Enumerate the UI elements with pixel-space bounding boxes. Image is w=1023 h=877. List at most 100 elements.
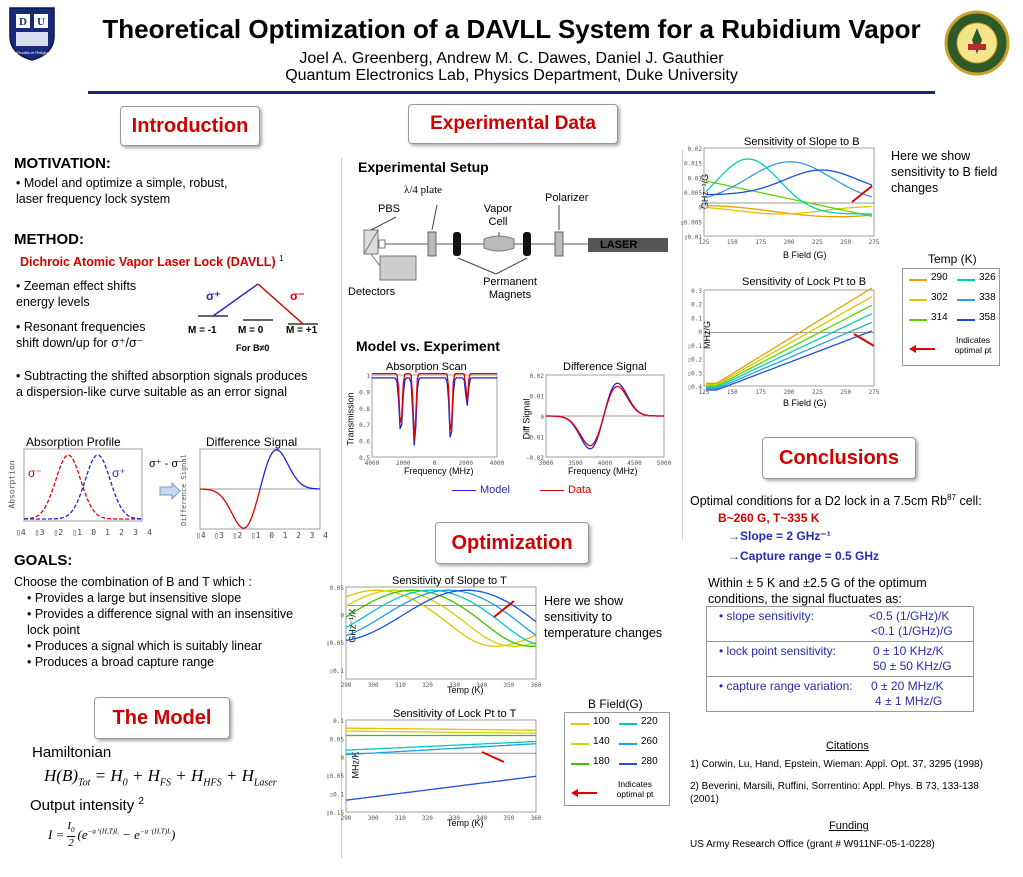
diff-xlabel: Frequency (MHz) bbox=[568, 466, 638, 476]
magnet-right bbox=[523, 232, 531, 256]
motivation-title: MOTIVATION: bbox=[14, 155, 111, 172]
lock-t-series bbox=[346, 727, 537, 731]
column-divider bbox=[682, 150, 683, 540]
authors: Joel A. Greenberg, Andrew M. C. Dawes, D… bbox=[0, 50, 1023, 84]
slope-vs-temp-chart: 0.05 0 ▯0.05 ▯0.1 290 300 310 320 330 340 350 360 bbox=[326, 585, 542, 689]
y-tick-label: 0.2 bbox=[691, 302, 702, 309]
x-tick-label: 4000 bbox=[365, 460, 380, 467]
citations-title: Citations bbox=[826, 740, 869, 752]
optimal-end: cell: bbox=[955, 494, 982, 509]
absorption-profile-chart bbox=[23, 448, 143, 522]
legend-swatch bbox=[619, 763, 637, 765]
y-tick-label: 0.5 bbox=[359, 455, 370, 462]
legend-label: 314 bbox=[931, 312, 948, 323]
funding-text: US Army Research Office (grant # W911NF-… bbox=[690, 839, 935, 850]
x-tick-label: 350 bbox=[503, 815, 514, 822]
legend-label: 180 bbox=[593, 756, 610, 767]
b-xlabel-2: B Field (G) bbox=[783, 398, 827, 408]
legend-label: 140 bbox=[593, 736, 610, 747]
x-tick-label: 175 bbox=[755, 389, 766, 396]
scan-data bbox=[372, 372, 497, 441]
abs-xlabel: Frequency (MHz) bbox=[404, 466, 474, 476]
x-tick-label: 4500 bbox=[627, 460, 642, 467]
y-tick-label: ▯0.3 bbox=[688, 370, 703, 377]
y-tick-label: ▯0.05 bbox=[326, 640, 344, 647]
table-row: • slope sensitivity: <0.5 (1/GHz)/K <0.1… bbox=[707, 607, 973, 642]
legend-label: 358 bbox=[979, 312, 996, 323]
detector-block bbox=[379, 255, 417, 281]
x-tick-label: 150 bbox=[727, 389, 738, 396]
legend-swatch bbox=[571, 743, 589, 745]
optimal-arrow bbox=[851, 185, 873, 203]
tick: 3 bbox=[133, 528, 138, 537]
y-tick-label: ▯0.15 bbox=[326, 810, 344, 817]
goal-item: • Produces a signal which is suitably li… bbox=[27, 639, 263, 653]
laser-label: LASER bbox=[600, 239, 638, 251]
lock-b-series bbox=[706, 313, 873, 388]
legend-swatch bbox=[619, 743, 637, 745]
sigma-minus-curve bbox=[23, 454, 142, 520]
magnets-label: Permanent Magnets bbox=[483, 276, 537, 301]
y-tick-label: ▯0.01 bbox=[684, 234, 702, 241]
abs-scan-title: Absorption Scan bbox=[386, 361, 467, 373]
y-tick-label: 0 bbox=[340, 613, 344, 620]
slope-t-series bbox=[345, 589, 537, 647]
y-tick-label: ▯0.1 bbox=[330, 792, 345, 799]
y-tick-label: 0.005 bbox=[684, 190, 702, 197]
output-label: Output intensity 2 bbox=[30, 796, 144, 814]
y-tick-label: ▯0.1 bbox=[688, 343, 703, 350]
y-tick-label: 0.05 bbox=[330, 736, 345, 743]
slope-b-series bbox=[705, 158, 872, 215]
legend-label: 290 bbox=[931, 272, 948, 283]
slopet-frame bbox=[345, 586, 537, 680]
y-tick-label: -0.01 bbox=[526, 435, 544, 442]
slope-b-series bbox=[706, 205, 872, 215]
lock-t-series bbox=[345, 743, 537, 756]
x-tick-label: 175 bbox=[755, 239, 766, 246]
x-tick-label: 340 bbox=[476, 682, 487, 689]
method-subtitle: Dichroic Atomic Vapor Laser Lock (DAVLL)… bbox=[20, 251, 284, 270]
lockb-frame bbox=[703, 289, 875, 387]
legend-label: 280 bbox=[641, 756, 658, 767]
row-value: <0.1 (1/GHz)/G bbox=[871, 624, 953, 638]
slope-b-series bbox=[705, 161, 873, 199]
optimal-arrow-icon bbox=[909, 341, 937, 359]
row-label: • capture range variation: bbox=[719, 679, 853, 693]
y-tick-label: ▯0.005 bbox=[680, 219, 702, 226]
y-tick-label: 0.1 bbox=[691, 315, 702, 322]
y-tick-label: 0.1 bbox=[333, 718, 344, 725]
subtract-bullet: • Subtracting the shifted absorption sig… bbox=[16, 369, 308, 399]
x-tick-label: 300 bbox=[368, 682, 379, 689]
b-note: Here we show sensitivity to B field chan… bbox=[891, 149, 998, 195]
method-name: Dichroic Atomic Vapor Laser Lock (DAVLL) bbox=[20, 255, 276, 270]
legend-label: 302 bbox=[931, 292, 948, 303]
sigma-minus-curve-label: σ⁻ bbox=[28, 466, 42, 480]
tick: 4 bbox=[323, 531, 328, 540]
sigma-plus-arrow bbox=[212, 283, 259, 317]
svg-text:Eruditio et Religio: Eruditio et Religio bbox=[16, 50, 48, 55]
legend-swatch bbox=[909, 299, 927, 301]
bfield-legend-title: B Field(G) bbox=[588, 697, 643, 711]
pbs-label: PBS bbox=[378, 203, 401, 215]
temp-xlabel-2: Temp (K) bbox=[447, 818, 484, 828]
indicates-label: Indicates optimal pt bbox=[616, 779, 654, 799]
y-tick-label: 0.3 bbox=[691, 288, 702, 295]
citation-1: 1) Corwin, Lu, Hand, Epstein, Wieman: Ap… bbox=[690, 759, 983, 770]
table-row: • lock point sensitivity: 0 ± 10 KHz/K 5… bbox=[707, 642, 973, 677]
y-tick-label: 0.05 bbox=[330, 585, 345, 592]
column-divider bbox=[341, 158, 342, 858]
tick: ▯3 bbox=[214, 531, 224, 540]
x-tick-label: 340 bbox=[476, 815, 487, 822]
tick: ▯2 bbox=[53, 528, 64, 537]
x-tick-label: 330 bbox=[449, 682, 460, 689]
lockt-frame bbox=[345, 719, 537, 813]
slope-t-series bbox=[345, 589, 537, 637]
legend-swatch bbox=[957, 319, 975, 321]
conclusions-heading: Conclusions bbox=[762, 437, 916, 479]
y-tick-label: 0.9 bbox=[359, 389, 370, 396]
slope-t-series bbox=[345, 589, 537, 647]
author-list: Joel A. Greenberg, Andrew M. C. Dawes, D… bbox=[299, 50, 724, 67]
